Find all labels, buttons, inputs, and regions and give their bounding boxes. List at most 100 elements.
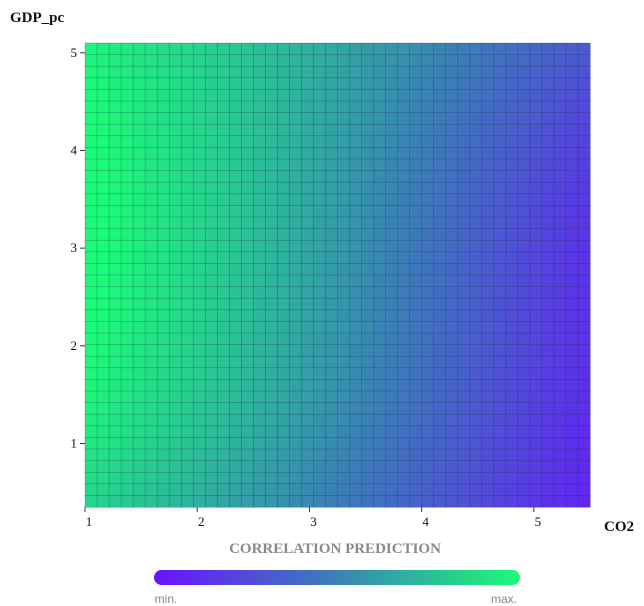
heatmap-cell (553, 77, 567, 91)
heatmap-cell (241, 483, 254, 496)
heatmap-cell (493, 379, 507, 392)
heatmap-cell (565, 402, 579, 415)
heatmap-cell (265, 332, 278, 346)
heatmap-cell (156, 251, 170, 265)
heatmap-cell (265, 42, 278, 56)
heatmap-cell (84, 135, 98, 149)
heatmap-cell (168, 42, 182, 56)
y-tick-label: 4 (71, 142, 78, 157)
heatmap-cell (361, 355, 375, 369)
heatmap-cell (505, 402, 519, 415)
heatmap-cell (457, 228, 471, 241)
heatmap-cell (457, 379, 471, 392)
heatmap-cell (277, 379, 291, 392)
heatmap-cell (277, 205, 291, 218)
heatmap-cell (529, 471, 543, 485)
heatmap-cell (385, 216, 399, 230)
heatmap-cell (361, 251, 375, 265)
heatmap-cell (445, 158, 459, 172)
heatmap-cell (313, 471, 327, 485)
heatmap-cell (144, 42, 158, 56)
heatmap-cell (493, 471, 507, 485)
heatmap-cell (385, 42, 399, 56)
heatmap-cell (505, 425, 519, 438)
heatmap-cell (325, 54, 339, 67)
heatmap-cell (96, 413, 110, 427)
heatmap-cell (361, 402, 375, 415)
heatmap-cell (192, 448, 206, 462)
heatmap-cell (469, 297, 483, 311)
heatmap-cell (325, 100, 339, 114)
heatmap-cell (541, 355, 555, 369)
heatmap-cell (481, 355, 495, 369)
heatmap-cell (132, 367, 146, 380)
heatmap-cell (325, 42, 339, 56)
heatmap-cell (192, 286, 206, 299)
heatmap-cell (241, 263, 254, 276)
heatmap-cell (385, 402, 399, 415)
heatmap-cell (433, 263, 447, 276)
heatmap-cell (277, 471, 291, 485)
heatmap-cell (156, 344, 170, 357)
heatmap-cell (361, 390, 375, 404)
heatmap-cell (517, 205, 531, 218)
heatmap-cell (553, 344, 567, 357)
heatmap-cell (108, 471, 122, 485)
heatmap-cell (289, 495, 303, 508)
heatmap-cell (228, 89, 242, 102)
heatmap-cell (397, 228, 411, 241)
heatmap-cell (253, 425, 266, 438)
heatmap-cell (349, 274, 363, 288)
heatmap-cell (277, 54, 291, 67)
heatmap-cell (216, 309, 230, 322)
heatmap-cell (517, 344, 531, 357)
heatmap-cell (289, 112, 303, 125)
heatmap-cell (361, 42, 375, 56)
heatmap-cell (505, 77, 519, 91)
heatmap-cell (541, 390, 555, 404)
heatmap-cell (553, 297, 567, 311)
heatmap-cell (349, 65, 363, 79)
heatmap-cell (493, 239, 507, 253)
heatmap-cell (433, 448, 447, 462)
heatmap-cell (517, 251, 531, 265)
heatmap-cell (493, 89, 507, 102)
heatmap-cell (301, 390, 315, 404)
heatmap-cell (373, 228, 387, 241)
heatmap-cell (481, 495, 495, 508)
heatmap-cell (493, 158, 507, 172)
heatmap-cell (457, 483, 471, 496)
heatmap-cell (265, 286, 278, 299)
heatmap-cell (445, 460, 459, 473)
heatmap-cell (277, 112, 291, 125)
heatmap-cell (277, 193, 291, 207)
heatmap-cell (469, 355, 483, 369)
heatmap-cell (445, 344, 459, 357)
heatmap-cell (373, 425, 387, 438)
heatmap-cell (96, 54, 110, 67)
heatmap-cell (120, 42, 134, 56)
heatmap-cell (241, 309, 254, 322)
heatmap-cell (481, 286, 495, 299)
heatmap-cell (421, 135, 435, 149)
heatmap-cell (469, 413, 483, 427)
heatmap-cell (108, 216, 122, 230)
heatmap-cell (216, 205, 230, 218)
heatmap-cell (457, 170, 471, 183)
heatmap-cell (180, 205, 194, 218)
heatmap-cell (421, 379, 435, 392)
heatmap-cell (216, 471, 230, 485)
heatmap-cell (337, 193, 351, 207)
heatmap-cell (84, 390, 98, 404)
heatmap-cell (204, 65, 218, 79)
heatmap-cell (493, 437, 507, 450)
heatmap-cell (565, 251, 579, 265)
heatmap-cell (301, 135, 315, 149)
heatmap-cell (204, 77, 218, 91)
heatmap-cell (373, 321, 387, 334)
heatmap-cell (517, 112, 531, 125)
heatmap-cell (108, 228, 122, 241)
heatmap-cell (337, 123, 351, 137)
heatmap-cell (84, 309, 98, 322)
heatmap-cell (96, 274, 110, 288)
